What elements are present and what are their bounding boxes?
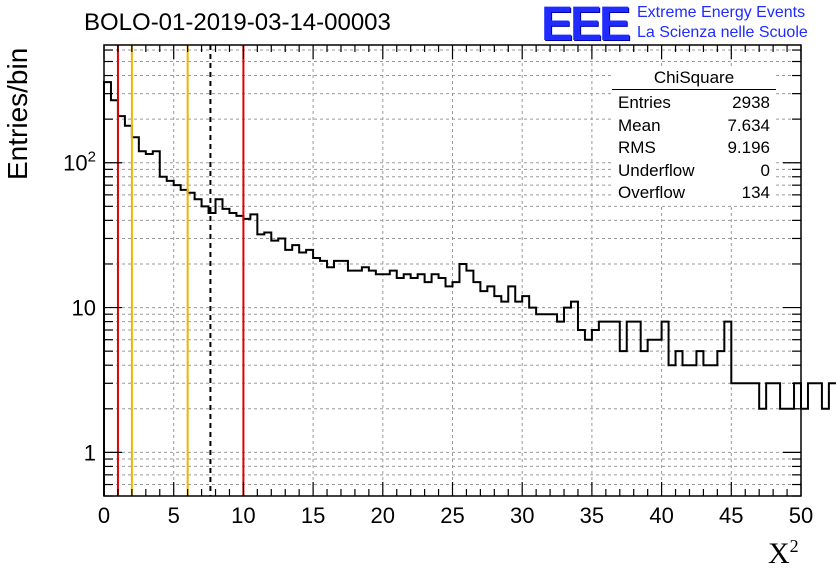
stats-label: Mean [618, 115, 661, 135]
y-tick-label-exponent: 2 [88, 149, 96, 166]
stats-label: Underflow [618, 160, 695, 180]
y-tick-label: 10 [72, 296, 96, 321]
stats-value: 134 [741, 183, 770, 202]
stats-row-underflow: Underflow 0 [612, 160, 776, 183]
y-axis-label: Entries/bin [2, 47, 33, 180]
stats-row-overflow: Overflow 134 [612, 182, 776, 205]
y-tick-label: 1 [84, 440, 96, 465]
x-tick-label: 15 [301, 503, 325, 528]
x-tick-label: 45 [719, 503, 743, 528]
logo-line-1: Extreme Energy Events [637, 4, 806, 21]
x-tick-label: 40 [649, 503, 673, 528]
stats-row-mean: Mean 7.634 [612, 115, 776, 138]
x-tick-label: 30 [510, 503, 534, 528]
x-tick-label: 25 [440, 503, 464, 528]
x-axis-label-base: X [768, 537, 790, 570]
stats-label: Entries [618, 93, 671, 112]
x-tick-label: 10 [231, 503, 255, 528]
x-tick-label: 5 [168, 503, 180, 528]
stats-value: 7.634 [727, 115, 770, 135]
histogram-series [103, 81, 836, 496]
stats-label: Overflow [618, 183, 686, 202]
y-tick-label: 102 [63, 149, 96, 176]
x-tick-label: 50 [789, 503, 813, 528]
eee-logo: EEE [541, 0, 631, 51]
stats-value: 0 [760, 160, 770, 180]
page-title: BOLO-01-2019-03-14-00003 [84, 9, 391, 36]
x-tick-label: 35 [580, 503, 604, 528]
stats-value: 9.196 [727, 138, 770, 157]
x-tick-label: 0 [98, 503, 110, 528]
grid-lines [104, 45, 801, 496]
y-tick-label-base: 10 [63, 151, 87, 176]
stats-title: ChiSquare [612, 68, 776, 90]
stats-row-rms: RMS 9.196 [612, 137, 776, 160]
x-tick-label: 20 [371, 503, 395, 528]
stats-box: ChiSquare Entries 2938 Mean 7.634 RMS 9.196… [612, 68, 776, 205]
x-axis-label: X2 [768, 536, 799, 571]
histogram-outline [103, 81, 836, 496]
stats-value: 2938 [732, 93, 770, 112]
stats-label: RMS [618, 138, 656, 157]
x-axis-label-superscript: 2 [789, 536, 799, 556]
stats-row-entries: Entries 2938 [612, 92, 776, 115]
logo-caption: Extreme Energy Events La Scienza nelle S… [637, 3, 808, 43]
logo-line-2: La Scienza nelle Scuole [637, 24, 808, 41]
reference-lines [116, 45, 245, 496]
